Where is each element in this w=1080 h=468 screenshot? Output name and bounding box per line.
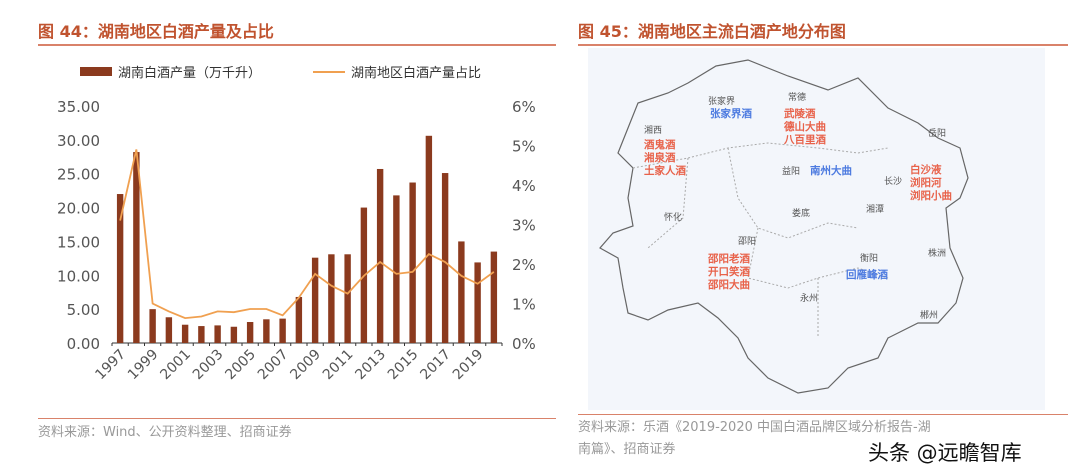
watermark: 头条 @远瞻智库	[868, 441, 1022, 465]
map-source-rule	[578, 414, 1068, 415]
hunan-map: 张家界 常德 湘西 岳阳 益阳 长沙 怀化 娄底 湘潭 邵阳 株洲 衡阳 永州 …	[588, 48, 1045, 410]
y-left-tick: 0.00	[67, 335, 100, 353]
bar	[214, 325, 221, 343]
brand-label-red: 酒鬼酒 湘泉酒 土家人酒	[644, 139, 686, 177]
bar	[133, 152, 140, 343]
bar	[116, 194, 124, 343]
brand-label-red: 邵阳老酒 开口笑酒 邵阳大曲	[708, 253, 750, 291]
x-tick-label: 2009	[287, 347, 324, 384]
title-rule	[38, 44, 556, 46]
city-label: 永州	[800, 294, 819, 304]
bar	[328, 254, 335, 343]
bar	[246, 322, 254, 343]
y-left-tick: 15.00	[57, 233, 100, 251]
legend-bar-swatch	[80, 67, 112, 76]
bar	[181, 324, 189, 343]
map-title: 图 45：湖南地区主流白酒产地分布图	[578, 22, 846, 41]
x-tick-label: 2015	[385, 347, 422, 384]
map-outline	[599, 59, 969, 394]
city-label: 邵阳	[738, 237, 757, 247]
y-left-tick: 25.00	[57, 166, 100, 184]
brand-label-blue: 张家界酒	[710, 108, 752, 120]
bar	[149, 309, 156, 343]
x-tick-label: 2003	[190, 347, 227, 384]
x-tick-label: 1999	[125, 347, 162, 384]
y-right-tick: 5%	[512, 138, 536, 156]
bar	[474, 262, 481, 343]
city-label: 湘潭	[866, 205, 885, 215]
bar	[311, 257, 319, 343]
brand-label-blue: 回雁峰酒	[846, 269, 888, 281]
city-label: 娄底	[792, 209, 811, 219]
y-right-tick: 1%	[512, 296, 536, 314]
x-tick-label: 2001	[157, 347, 194, 384]
y-right-tick: 2%	[512, 256, 536, 274]
city-label: 岳阳	[928, 129, 947, 139]
source-text: 资料来源：Wind、公开资料整理、招商证券	[38, 425, 292, 440]
legend-bar-label: 湖南白酒产量（万千升）	[118, 65, 261, 81]
bar	[295, 296, 303, 343]
share-line	[119, 149, 495, 320]
y-left-tick: 10.00	[57, 267, 100, 285]
city-label: 衡阳	[860, 254, 879, 264]
bar	[458, 241, 465, 343]
y-left-tick: 35.00	[57, 98, 100, 116]
map-source-line2: 南篇》、招商证券	[578, 442, 676, 457]
y-left-tick: 20.00	[57, 200, 100, 218]
x-tick-label: 2011	[320, 347, 357, 384]
brand-label-red: 武陵酒 德山大曲 八百里酒	[784, 108, 826, 146]
source-rule	[38, 418, 556, 419]
y-left-tick: 5.00	[67, 301, 100, 319]
bar	[441, 173, 449, 343]
brand-label-blue: 南州大曲	[810, 165, 852, 177]
city-label: 株洲	[928, 249, 947, 259]
bar	[198, 326, 205, 343]
bar	[263, 319, 270, 343]
map-source-line1: 资料来源：乐酒《2019-2020 中国白酒品牌区域分析报告-湖	[578, 420, 931, 435]
bar	[279, 318, 286, 343]
bar	[230, 326, 238, 343]
city-label: 长沙	[884, 177, 903, 187]
legend-line-label: 湖南地区白酒产量占比	[351, 65, 481, 81]
x-tick-label: 2019	[450, 347, 487, 384]
bar	[165, 317, 173, 343]
x-tick-label: 2007	[255, 347, 292, 384]
city-label: 湘西	[644, 126, 663, 136]
bar	[376, 168, 384, 343]
chart-title: 图 44：湖南地区白酒产量及占比	[38, 22, 274, 41]
y-left-tick: 30.00	[57, 132, 100, 150]
city-label: 常德	[788, 93, 807, 103]
bar	[490, 251, 498, 343]
y-right-tick: 0%	[512, 335, 536, 353]
city-label: 张家界	[708, 97, 736, 107]
bar	[425, 135, 433, 343]
brand-label-red: 白沙液 浏阳河 浏阳小曲	[910, 164, 952, 202]
y-right-tick: 3%	[512, 217, 536, 235]
bar-line-chart: 湖南白酒产量（万千升） 湖南地区白酒产量占比 0.00 5.00 10.00 15.00 2…	[57, 65, 536, 384]
x-tick-label: 2017	[417, 347, 454, 384]
bar	[393, 195, 400, 343]
x-tick-label: 2005	[222, 347, 259, 384]
city-label: 怀化	[664, 213, 683, 223]
y-right-tick: 4%	[512, 177, 536, 195]
map-title-rule	[578, 44, 1068, 46]
city-label: 益阳	[782, 167, 801, 177]
x-tick-label: 2013	[352, 347, 389, 384]
bar	[409, 182, 416, 343]
city-label: 郴州	[920, 311, 939, 321]
bar	[344, 254, 351, 343]
y-right-tick: 6%	[512, 98, 536, 116]
